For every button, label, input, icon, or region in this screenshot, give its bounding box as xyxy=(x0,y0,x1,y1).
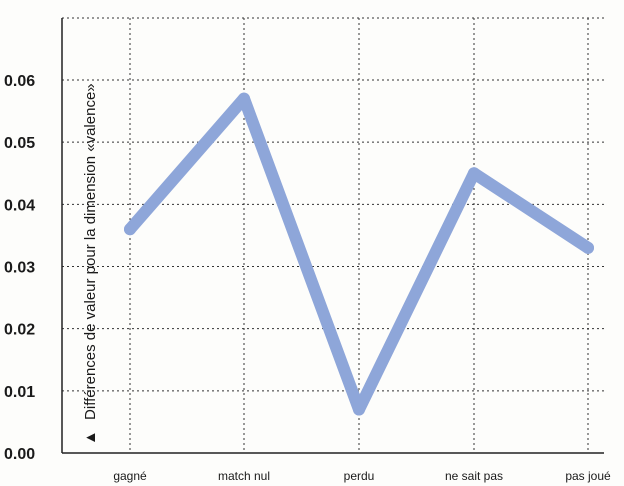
x-category-label-3: ne sait pas xyxy=(445,469,503,483)
data-point-1 xyxy=(238,92,250,105)
data-point-4 xyxy=(582,241,594,254)
y-axis-label: ▲ Différences de valeur pour la dimensio… xyxy=(82,83,99,445)
y-tick-label-1: 0.01 xyxy=(4,384,35,401)
x-category-label-4: pas joué xyxy=(565,469,611,483)
x-category-label-2: perdu xyxy=(344,469,375,483)
data-point-3 xyxy=(468,167,480,180)
x-category-label-0: gagné xyxy=(113,469,147,483)
x-category-labels: gagné match nul perdu ne sait pas pas joué xyxy=(113,469,611,483)
grid-lines xyxy=(62,17,604,453)
y-axis-marker-icon: ▲ xyxy=(82,430,99,445)
x-category-label-1: match nul xyxy=(218,469,270,483)
y-tick-label-0: 0.00 xyxy=(4,446,35,463)
axes xyxy=(61,18,604,454)
data-point-2 xyxy=(353,403,365,416)
data-point-0 xyxy=(124,223,136,236)
series-layer xyxy=(124,92,594,416)
y-tick-label-2: 0.02 xyxy=(4,322,35,339)
y-axis-label-text: Différences de valeur pour la dimension … xyxy=(82,83,99,420)
y-tick-label-3: 0.03 xyxy=(4,260,35,277)
y-tick-label-4: 0.04 xyxy=(4,197,35,214)
y-tick-labels: 0.00 0.01 0.02 0.03 0.04 0.05 0.06 xyxy=(4,73,35,463)
y-tick-label-6: 0.06 xyxy=(4,73,35,90)
y-tick-label-5: 0.05 xyxy=(4,135,35,152)
